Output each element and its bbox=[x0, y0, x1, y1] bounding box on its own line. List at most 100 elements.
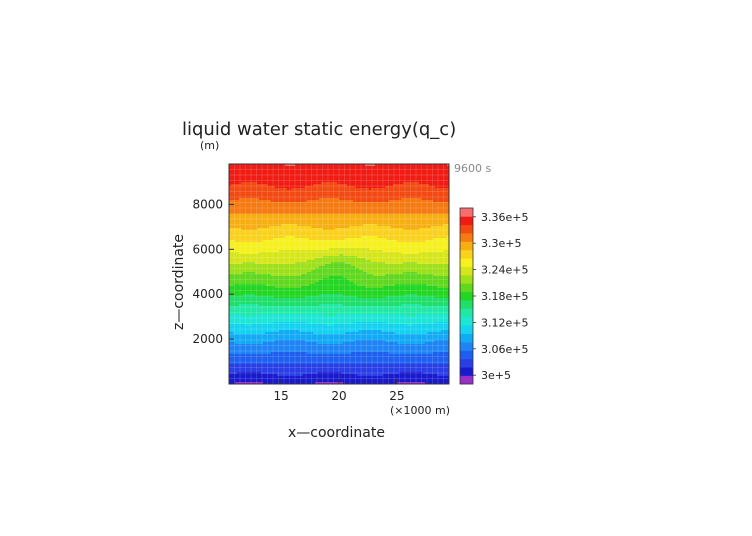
field-cell bbox=[335, 194, 338, 197]
field-cell bbox=[299, 196, 302, 199]
field-cell bbox=[389, 204, 392, 207]
field-cell bbox=[355, 196, 358, 199]
field-cell bbox=[441, 240, 444, 243]
field-cell bbox=[297, 172, 300, 175]
field-cell bbox=[305, 224, 308, 227]
field-cell bbox=[263, 182, 266, 185]
field-cell bbox=[289, 208, 292, 211]
field-cell bbox=[407, 250, 410, 253]
field-cell bbox=[235, 216, 238, 219]
field-cell bbox=[323, 214, 326, 217]
field-cell bbox=[401, 190, 404, 193]
field-cell bbox=[379, 248, 382, 251]
field-cell bbox=[349, 164, 352, 167]
field-cell bbox=[235, 214, 238, 217]
field-cell bbox=[401, 238, 404, 241]
field-cell bbox=[253, 244, 256, 247]
field-cell bbox=[435, 200, 438, 203]
field-cell bbox=[349, 242, 352, 245]
field-cell bbox=[401, 176, 404, 179]
field-cell bbox=[243, 254, 246, 257]
field-cell bbox=[303, 188, 306, 191]
field-cell bbox=[291, 240, 294, 243]
field-cell bbox=[271, 232, 274, 235]
field-cell bbox=[277, 248, 280, 251]
field-cell bbox=[287, 164, 290, 167]
field-cell bbox=[235, 184, 238, 187]
field-cell bbox=[423, 212, 426, 215]
field-cell bbox=[423, 194, 426, 197]
field-cell bbox=[369, 164, 372, 167]
field-cell bbox=[413, 176, 416, 179]
field-cell bbox=[321, 174, 324, 177]
field-cell bbox=[429, 222, 432, 225]
field-cell bbox=[435, 190, 438, 193]
field-cell bbox=[313, 204, 316, 207]
field-cell bbox=[303, 222, 306, 225]
field-cell bbox=[339, 236, 342, 239]
field-cell bbox=[339, 208, 342, 211]
field-cell bbox=[317, 206, 320, 209]
field-cell bbox=[309, 238, 312, 241]
field-cell bbox=[285, 184, 288, 187]
field-cell bbox=[443, 234, 446, 237]
field-cell bbox=[431, 230, 434, 233]
field-cell bbox=[367, 224, 370, 227]
field-cell bbox=[369, 224, 372, 227]
field-cell bbox=[343, 248, 346, 251]
field-cell bbox=[243, 246, 246, 249]
field-cell bbox=[397, 216, 400, 219]
field-cell bbox=[329, 214, 332, 217]
field-cell bbox=[235, 188, 238, 191]
field-cell bbox=[419, 216, 422, 219]
field-cell bbox=[265, 202, 268, 205]
field-cell bbox=[397, 228, 400, 231]
field-cell bbox=[357, 250, 360, 253]
field-cell bbox=[257, 254, 260, 257]
field-cell bbox=[375, 216, 378, 219]
field-cell bbox=[323, 242, 326, 245]
field-cell bbox=[289, 180, 292, 183]
field-cell bbox=[385, 184, 388, 187]
field-cell bbox=[423, 196, 426, 199]
field-cell bbox=[393, 198, 396, 201]
field-cell bbox=[443, 164, 446, 167]
field-cell bbox=[327, 214, 330, 217]
field-cell bbox=[361, 206, 364, 209]
field-cell bbox=[403, 172, 406, 175]
field-cell bbox=[253, 204, 256, 207]
field-cell bbox=[433, 194, 436, 197]
field-cell bbox=[423, 222, 426, 225]
field-cell bbox=[313, 176, 316, 179]
field-cell bbox=[341, 240, 344, 243]
field-cell bbox=[367, 228, 370, 231]
field-cell bbox=[413, 242, 416, 245]
field-cell bbox=[299, 206, 302, 209]
field-cell bbox=[395, 182, 398, 185]
field-cell bbox=[243, 194, 246, 197]
field-cell bbox=[395, 242, 398, 245]
field-cell bbox=[349, 216, 352, 219]
field-cell bbox=[401, 232, 404, 235]
field-cell bbox=[251, 240, 254, 243]
field-cell bbox=[309, 234, 312, 237]
field-cell bbox=[283, 242, 286, 245]
field-cell bbox=[275, 192, 278, 195]
field-cell bbox=[271, 212, 274, 215]
field-cell bbox=[245, 188, 248, 191]
field-cell bbox=[321, 236, 324, 239]
field-cell bbox=[291, 178, 294, 181]
field-cell bbox=[233, 252, 236, 255]
field-cell bbox=[249, 188, 252, 191]
field-cell bbox=[363, 172, 366, 175]
field-cell bbox=[439, 206, 442, 209]
field-cell bbox=[317, 224, 320, 227]
field-cell bbox=[347, 192, 350, 195]
field-cell bbox=[299, 178, 302, 181]
field-cell bbox=[427, 194, 430, 197]
field-cell bbox=[231, 182, 234, 185]
field-cell bbox=[267, 212, 270, 215]
field-cell bbox=[429, 242, 432, 245]
field-cell bbox=[305, 184, 308, 187]
field-cell bbox=[261, 212, 264, 215]
